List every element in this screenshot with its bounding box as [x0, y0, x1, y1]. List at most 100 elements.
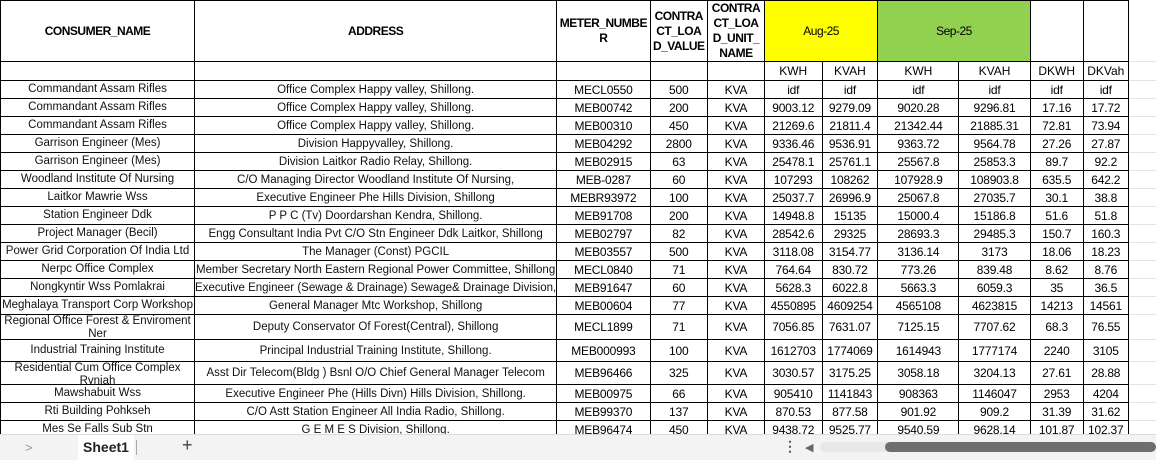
cell-sep-kwh[interactable]: 9363.72 — [878, 135, 959, 153]
cell-dkwh[interactable]: 35 — [1030, 279, 1083, 297]
cell-address[interactable]: Engg Consultant India Pvt C/O Stn Engine… — [195, 225, 557, 243]
cell-aug-kvah[interactable]: 6022.8 — [822, 279, 878, 297]
cell-contract-load-unit[interactable]: KVA — [707, 135, 764, 153]
subheader-dkvah[interactable]: DKVah — [1083, 62, 1128, 81]
cell-contract-load-unit[interactable]: KVA — [707, 81, 764, 99]
empty-cell[interactable] — [1128, 362, 1156, 385]
cell-dkwh[interactable]: 150.7 — [1030, 225, 1083, 243]
more-options-icon[interactable]: ⋮ — [783, 438, 797, 455]
cell-address[interactable]: P P C (Tv) Doordarshan Kendra, Shillong. — [195, 207, 557, 225]
cell-sep-kwh[interactable]: 773.26 — [878, 261, 959, 279]
cell-address[interactable]: Office Complex Happy valley, Shillong. — [195, 99, 557, 117]
empty-cell[interactable] — [1128, 81, 1156, 99]
cell-sep-kvah[interactable]: 3204.13 — [959, 362, 1030, 385]
cell-sep-kvah[interactable]: 1777174 — [959, 340, 1030, 362]
cell-consumer-name[interactable]: Nerpc Office Complex — [1, 261, 195, 279]
cell-dkwh[interactable]: 89.7 — [1030, 153, 1083, 171]
cell-contract-load-value[interactable]: 100 — [650, 189, 707, 207]
cell-sep-kwh[interactable]: 1614943 — [878, 340, 959, 362]
cell-consumer-name[interactable]: Power Grid Corporation Of India Ltd — [1, 243, 195, 261]
cell-dkvah[interactable]: idf — [1083, 81, 1128, 99]
cell-consumer-name[interactable]: Commandant Assam Rifles — [1, 81, 195, 99]
cell-dkwh[interactable]: 2240 — [1030, 340, 1083, 362]
cell-sep-kvah[interactable]: 7707.62 — [959, 315, 1030, 340]
cell-aug-kwh[interactable]: 25037.7 — [764, 189, 822, 207]
cell-contract-load-unit[interactable]: KVA — [707, 117, 764, 135]
cell-meter-number[interactable]: MEBR93972 — [557, 189, 650, 207]
cell-sep-kvah[interactable]: 25853.3 — [959, 153, 1030, 171]
cell-consumer-name[interactable]: Residential Cum Office Complex Rynjah — [1, 362, 195, 385]
cell-contract-load-value[interactable]: 500 — [650, 81, 707, 99]
cell-aug-kwh[interactable]: 28542.6 — [764, 225, 822, 243]
cell-consumer-name[interactable]: Woodland Institute Of Nursing — [1, 171, 195, 189]
empty-cell[interactable] — [1128, 340, 1156, 362]
cell-aug-kwh[interactable]: idf — [764, 81, 822, 99]
cell-aug-kvah[interactable]: 4609254 — [822, 297, 878, 315]
cell-contract-load-value[interactable]: 63 — [650, 153, 707, 171]
cell-contract-load-unit[interactable]: KVA — [707, 261, 764, 279]
cell-meter-number[interactable]: MEB00604 — [557, 297, 650, 315]
cell-consumer-name[interactable]: Garrison Engineer (Mes) — [1, 135, 195, 153]
cell-dkwh[interactable]: 8.62 — [1030, 261, 1083, 279]
cell-sep-kwh[interactable]: 3136.14 — [878, 243, 959, 261]
cell-contract-load-unit[interactable]: KVA — [707, 207, 764, 225]
cell-address[interactable]: Executive Engineer (Sewage & Drainage) S… — [195, 279, 557, 297]
cell-dkwh[interactable]: 14213 — [1030, 297, 1083, 315]
cell-meter-number[interactable]: MEB00975 — [557, 385, 650, 403]
cell-contract-load-value[interactable]: 71 — [650, 315, 707, 340]
cell-consumer-name[interactable]: Mawshabuit Wss — [1, 385, 195, 403]
cell-aug-kwh[interactable]: 3030.57 — [764, 362, 822, 385]
cell-aug-kwh[interactable]: 21269.6 — [764, 117, 822, 135]
cell-contract-load-unit[interactable]: KVA — [707, 362, 764, 385]
cell-meter-number[interactable]: MECL0550 — [557, 81, 650, 99]
subheader-empty-cell[interactable] — [1, 62, 195, 81]
cell-contract-load-unit[interactable]: KVA — [707, 171, 764, 189]
header-aug-25[interactable]: Aug-25 — [764, 1, 877, 62]
cell-meter-number[interactable]: MEB02797 — [557, 225, 650, 243]
cell-contract-load-value[interactable]: 500 — [650, 243, 707, 261]
empty-cell[interactable] — [1128, 62, 1156, 81]
cell-aug-kvah[interactable]: 1141843 — [822, 385, 878, 403]
cell-address[interactable]: Asst Dir Telecom(Bldg ) Bsnl O/O Chief G… — [195, 362, 557, 385]
empty-cell[interactable] — [1128, 153, 1156, 171]
cell-consumer-name[interactable]: Meghalaya Transport Corp Workshop — [1, 297, 195, 315]
cell-contract-load-value[interactable]: 325 — [650, 362, 707, 385]
cell-sep-kwh[interactable]: 28693.3 — [878, 225, 959, 243]
empty-cell[interactable] — [1128, 225, 1156, 243]
cell-contract-load-unit[interactable]: KVA — [707, 403, 764, 421]
cell-aug-kvah[interactable]: idf — [822, 81, 878, 99]
cell-contract-load-value[interactable]: 60 — [650, 279, 707, 297]
cell-contract-load-value[interactable]: 450 — [650, 117, 707, 135]
cell-dkvah[interactable]: 27.87 — [1083, 135, 1128, 153]
cell-meter-number[interactable]: MEB04292 — [557, 135, 650, 153]
cell-dkwh[interactable]: 18.06 — [1030, 243, 1083, 261]
cell-aug-kwh[interactable]: 14948.8 — [764, 207, 822, 225]
cell-dkwh[interactable]: 30.1 — [1030, 189, 1083, 207]
cell-sep-kvah[interactable]: 27035.7 — [959, 189, 1030, 207]
cell-consumer-name[interactable]: Commandant Assam Rifles — [1, 117, 195, 135]
cell-dkvah[interactable]: 14561 — [1083, 297, 1128, 315]
cell-sep-kvah[interactable]: 909.2 — [959, 403, 1030, 421]
cell-sep-kwh[interactable]: 25067.8 — [878, 189, 959, 207]
cell-contract-load-unit[interactable]: KVA — [707, 315, 764, 340]
cell-sep-kwh[interactable]: 3058.18 — [878, 362, 959, 385]
cell-dkvah[interactable]: 31.62 — [1083, 403, 1128, 421]
spreadsheet-grid[interactable]: CONSUMER_NAME ADDRESS METER_NUMBE R CONT… — [0, 0, 1156, 439]
cell-aug-kwh[interactable]: 9003.12 — [764, 99, 822, 117]
cell-sep-kvah[interactable]: 3173 — [959, 243, 1030, 261]
cell-dkvah[interactable]: 18.23 — [1083, 243, 1128, 261]
cell-address[interactable]: Principal Industrial Training Institute,… — [195, 340, 557, 362]
cell-aug-kwh[interactable]: 764.64 — [764, 261, 822, 279]
cell-dkvah[interactable]: 36.5 — [1083, 279, 1128, 297]
cell-contract-load-value[interactable]: 60 — [650, 171, 707, 189]
cell-aug-kvah[interactable]: 21811.4 — [822, 117, 878, 135]
cell-address[interactable]: Division Happyvalley, Shillong. — [195, 135, 557, 153]
cell-address[interactable]: C/O Managing Director Woodland Institute… — [195, 171, 557, 189]
cell-consumer-name[interactable]: Rti Building Pohkseh — [1, 403, 195, 421]
cell-consumer-name[interactable]: Industrial Training Institute — [1, 340, 195, 362]
cell-aug-kvah[interactable]: 15135 — [822, 207, 878, 225]
cell-aug-kvah[interactable]: 1774069 — [822, 340, 878, 362]
cell-sep-kvah[interactable]: 29485.3 — [959, 225, 1030, 243]
cell-aug-kvah[interactable]: 29325 — [822, 225, 878, 243]
cell-consumer-name[interactable]: Station Engineer Ddk — [1, 207, 195, 225]
